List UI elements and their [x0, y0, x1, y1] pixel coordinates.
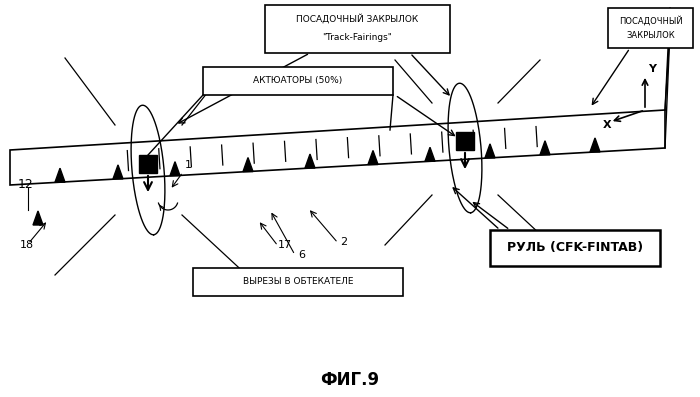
FancyBboxPatch shape	[490, 230, 660, 266]
FancyBboxPatch shape	[265, 5, 450, 53]
Polygon shape	[33, 211, 43, 225]
Polygon shape	[305, 154, 315, 168]
Polygon shape	[113, 165, 123, 179]
Text: ЗАКРЫЛОК: ЗАКРЫЛОК	[626, 31, 675, 39]
Text: 17: 17	[278, 240, 292, 250]
Text: "Track-Fairings": "Track-Fairings"	[323, 33, 393, 42]
Text: 1: 1	[185, 160, 192, 170]
Polygon shape	[368, 150, 378, 164]
Polygon shape	[170, 162, 180, 176]
FancyBboxPatch shape	[608, 8, 693, 48]
Polygon shape	[55, 168, 65, 182]
Text: ПОСАДОЧНЫЙ: ПОСАДОЧНЫЙ	[619, 16, 682, 26]
Text: 18: 18	[20, 240, 34, 250]
Text: РУЛЬ (CFK-FINTAB): РУЛЬ (CFK-FINTAB)	[507, 241, 643, 254]
Text: ПОСАДОЧНЫЙ ЗАКРЫЛОК: ПОСАДОЧНЫЙ ЗАКРЫЛОК	[296, 14, 419, 24]
Polygon shape	[590, 138, 600, 152]
Text: ФИГ.9: ФИГ.9	[321, 371, 379, 389]
Text: 2: 2	[340, 237, 347, 247]
Polygon shape	[243, 158, 253, 172]
Polygon shape	[485, 144, 495, 158]
Text: 12: 12	[18, 178, 34, 191]
Bar	[139, 155, 157, 173]
Polygon shape	[540, 141, 550, 155]
Text: X: X	[603, 120, 612, 130]
Text: ВЫРЕЗЫ В ОБТЕКАТЕЛЕ: ВЫРЕЗЫ В ОБТЕКАТЕЛЕ	[243, 278, 354, 287]
Bar	[456, 132, 474, 150]
Text: Y: Y	[648, 64, 656, 74]
Text: 6: 6	[298, 250, 305, 260]
FancyBboxPatch shape	[203, 67, 393, 95]
Text: АКТЮАТОРЫ (50%): АКТЮАТОРЫ (50%)	[253, 77, 342, 85]
Polygon shape	[425, 147, 435, 161]
FancyBboxPatch shape	[193, 268, 403, 296]
